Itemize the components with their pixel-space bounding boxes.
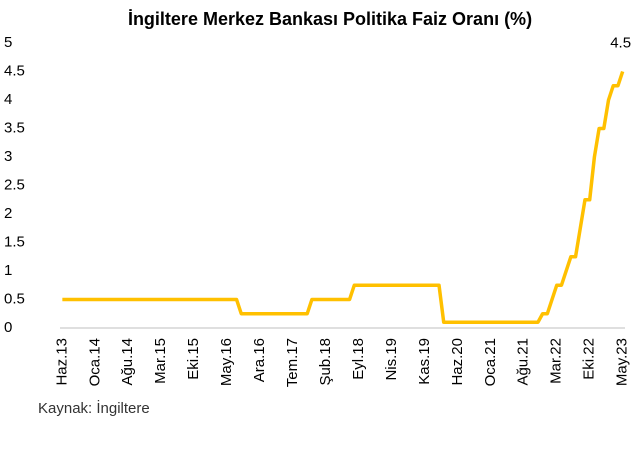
y-tick-label: 4.5 [4,62,25,79]
chart: 0 0.5 1 1.5 2 2.5 3 3.5 4 4.5 5 Haz.13 Oca.14 Ağu.14 M… [0,0,634,452]
x-tick-label: Haz.13 [53,338,70,386]
data-line [62,72,622,323]
y-tick-label: 1.5 [4,233,25,250]
chart-container: 0 0.5 1 1.5 2 2.5 3 3.5 4 4.5 5 Haz.13 Oca.14 Ağu.14 M… [0,0,634,452]
y-tick-label: 1 [4,262,12,279]
x-tick-label: Eyl.18 [350,338,367,380]
x-tick-label: Haz.20 [449,338,466,386]
x-tick-label: Ağu.21 [515,338,532,386]
x-tick-label: Oca.14 [86,338,103,386]
x-tick-label: Ağu.14 [119,338,136,386]
x-tick-label: Tem.17 [284,338,301,387]
y-tick-label: 0 [4,319,12,336]
x-tick-label: Oca.21 [482,338,499,386]
y-tick-label: 3.5 [4,119,25,136]
data-label: 4.5 [610,34,631,51]
y-tick-label: 2 [4,205,12,222]
x-tick-label: Eki.22 [581,338,598,380]
x-tick-label: Mar.15 [152,338,169,384]
x-tick-label: May.23 [614,338,631,386]
y-tick-label: 5 [4,34,12,51]
x-tick-label: Kas.19 [416,338,433,385]
y-tick-label: 4 [4,91,12,108]
chart-title: İngiltere Merkez Bankası Politika Faiz O… [100,6,560,32]
y-tick-label: 2.5 [4,176,25,193]
y-tick-label: 3 [4,148,12,165]
y-tick-label: 0.5 [4,290,25,307]
x-tick-label: Şub.18 [317,338,334,386]
x-tick-label: Nis.19 [383,338,400,381]
x-tick-label: Eki.15 [185,338,202,380]
x-tick-label: Ara.16 [251,338,268,382]
source-note: Kaynak: İngiltere [38,400,150,417]
x-tick-label: May.16 [218,338,235,386]
x-tick-label: Mar.22 [548,338,565,384]
